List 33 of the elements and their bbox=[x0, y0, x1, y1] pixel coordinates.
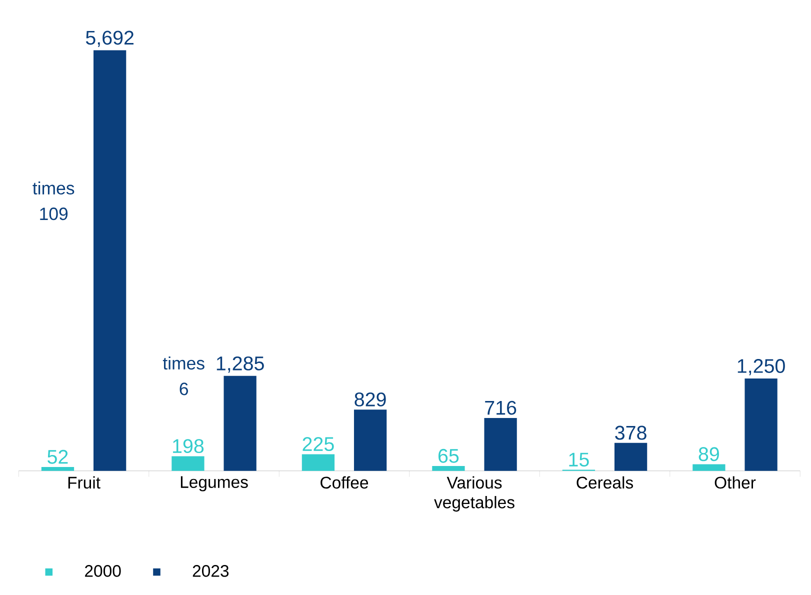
data-label: 1,285 bbox=[216, 356, 264, 373]
bar bbox=[692, 464, 726, 472]
x-tick-label: Legumes bbox=[180, 476, 248, 492]
bar bbox=[94, 50, 126, 472]
bar bbox=[224, 376, 256, 472]
bar bbox=[484, 418, 517, 472]
bar bbox=[302, 454, 335, 472]
bar bbox=[354, 410, 387, 472]
bar bbox=[172, 456, 204, 472]
data-label: 52 bbox=[48, 450, 68, 464]
x-tick-label: Fruit bbox=[68, 476, 100, 489]
data-label: 716 bbox=[485, 401, 516, 416]
data-label: 829 bbox=[354, 392, 386, 407]
x-tick-label: Cereals bbox=[576, 476, 633, 489]
bar bbox=[614, 443, 648, 472]
annotation: times 6 bbox=[162, 356, 204, 396]
data-label: 89 bbox=[698, 447, 719, 462]
legend-label: 2000 bbox=[85, 565, 121, 578]
data-label: 65 bbox=[438, 449, 459, 464]
x-tick-label: Coffee bbox=[320, 476, 368, 489]
annotation: times 109 bbox=[32, 182, 74, 220]
bar bbox=[744, 378, 778, 472]
data-label: 225 bbox=[302, 437, 334, 452]
x-tick-label: Various vegetables bbox=[434, 476, 514, 512]
bar bbox=[41, 467, 74, 472]
data-label: 1,250 bbox=[738, 359, 785, 376]
data-label: 378 bbox=[615, 426, 646, 440]
data-label: 5,692 bbox=[86, 31, 134, 48]
legend-label: 2023 bbox=[192, 565, 229, 578]
x-tick-label: Other bbox=[714, 476, 756, 489]
bar bbox=[432, 466, 465, 472]
data-label: 15 bbox=[569, 453, 589, 467]
data-label: 198 bbox=[173, 439, 204, 454]
